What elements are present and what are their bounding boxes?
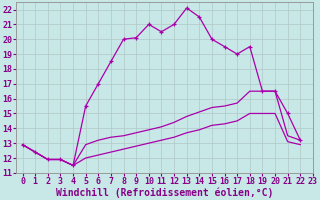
- X-axis label: Windchill (Refroidissement éolien,°C): Windchill (Refroidissement éolien,°C): [56, 187, 273, 198]
